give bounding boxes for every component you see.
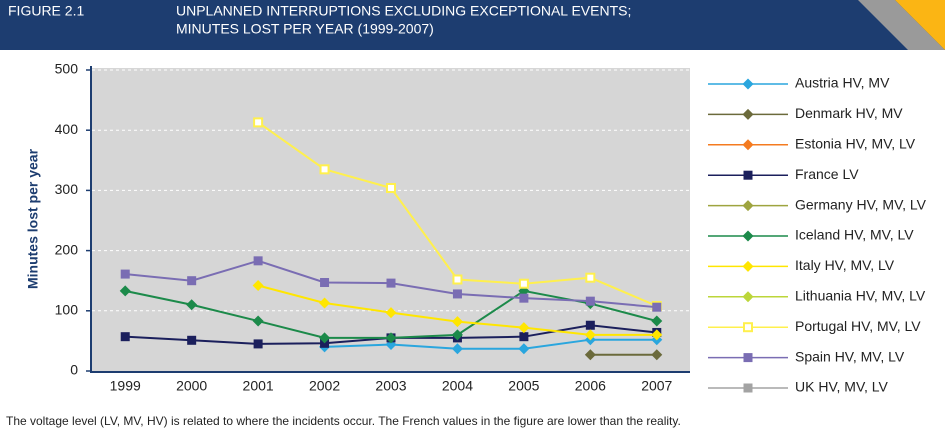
data-point (519, 332, 529, 342)
y-tick-label: 400 (55, 121, 79, 137)
header-decor (895, 0, 945, 50)
data-point (584, 349, 596, 361)
x-tick-label: 2006 (575, 378, 606, 394)
y-tick-label: 0 (70, 362, 78, 378)
data-point (187, 276, 197, 286)
x-tick-label: 2003 (375, 378, 406, 394)
data-point (252, 315, 264, 327)
data-point (119, 285, 131, 297)
legend-marker (743, 322, 753, 333)
data-point (518, 278, 529, 289)
data-point (518, 322, 530, 334)
legend-label: Lithuania HV, MV, LV (795, 288, 926, 304)
data-point (187, 335, 197, 345)
legend-marker (743, 353, 753, 363)
x-tick-label: 1999 (110, 378, 141, 394)
header-bar (0, 0, 945, 50)
series-line (324, 338, 657, 350)
y-tick-label: 100 (55, 302, 79, 318)
data-point (452, 289, 462, 299)
data-point (386, 278, 396, 288)
x-tick-label: 2002 (309, 378, 340, 394)
data-point (585, 296, 595, 306)
data-point (320, 278, 330, 288)
data-point (253, 339, 263, 349)
legend-marker (742, 291, 754, 303)
data-point (452, 274, 463, 285)
data-point (319, 297, 331, 309)
data-point (519, 293, 529, 303)
legend-label: Austria HV, MV (795, 75, 890, 91)
x-tick-label: 2000 (176, 378, 207, 394)
y-tick-label: 200 (55, 241, 79, 257)
x-tick-label: 2004 (442, 378, 473, 394)
header-title: MINUTES LOST PER YEAR (1999-2007) (176, 21, 434, 37)
data-point (584, 329, 596, 341)
legend-label: Iceland HV, MV, LV (795, 227, 914, 243)
data-point (120, 332, 130, 342)
x-tick-label: 2005 (508, 378, 539, 394)
data-point (385, 307, 397, 319)
y-tick-label: 500 (55, 61, 79, 77)
legend-label: UK HV, MV, LV (795, 379, 889, 395)
footnote: The voltage level (LV, MV, HV) is relate… (6, 414, 681, 428)
data-point (518, 343, 530, 355)
data-point (651, 349, 663, 361)
data-point (651, 315, 663, 327)
legend-marker (742, 230, 754, 242)
legend-marker (742, 200, 754, 212)
data-point (319, 164, 330, 175)
legend-label: Denmark HV, MV (795, 105, 903, 121)
data-point (253, 256, 263, 266)
y-axis-label: Minutes lost per year (25, 148, 41, 289)
data-point (385, 332, 397, 344)
header-title: UNPLANNED INTERRUPTIONS EXCLUDING EXCEPT… (176, 3, 631, 19)
data-point (585, 320, 595, 330)
plot-area (92, 68, 690, 371)
data-point (186, 299, 198, 311)
data-point (319, 332, 331, 344)
legend-label: Germany HV, MV, LV (795, 196, 927, 212)
data-point (253, 117, 264, 128)
legend-label: Estonia HV, MV, LV (795, 136, 916, 152)
legend-marker (742, 108, 754, 120)
data-point (451, 316, 463, 328)
data-point (120, 269, 130, 279)
legend-label: France LV (795, 166, 859, 182)
x-tick-label: 2001 (243, 378, 274, 394)
data-point (386, 182, 396, 193)
legend-marker (742, 139, 754, 151)
legend-label: Italy HV, MV, LV (795, 257, 895, 273)
data-point (651, 329, 663, 341)
legend-marker (743, 170, 753, 180)
figure-number: FIGURE 2.1 (8, 3, 84, 19)
data-point (652, 302, 662, 312)
legend-marker (743, 383, 753, 393)
header-decor (858, 0, 945, 50)
x-tick-label: 2007 (641, 378, 672, 394)
legend-marker (742, 78, 754, 90)
legend-marker (742, 260, 754, 272)
data-point (585, 272, 596, 283)
y-tick-label: 300 (55, 181, 79, 197)
data-point (451, 329, 463, 341)
legend-label: Spain HV, MV, LV (795, 348, 905, 364)
data-point (451, 343, 463, 355)
data-point (252, 280, 264, 292)
legend-label: Portugal HV, MV, LV (795, 318, 921, 334)
